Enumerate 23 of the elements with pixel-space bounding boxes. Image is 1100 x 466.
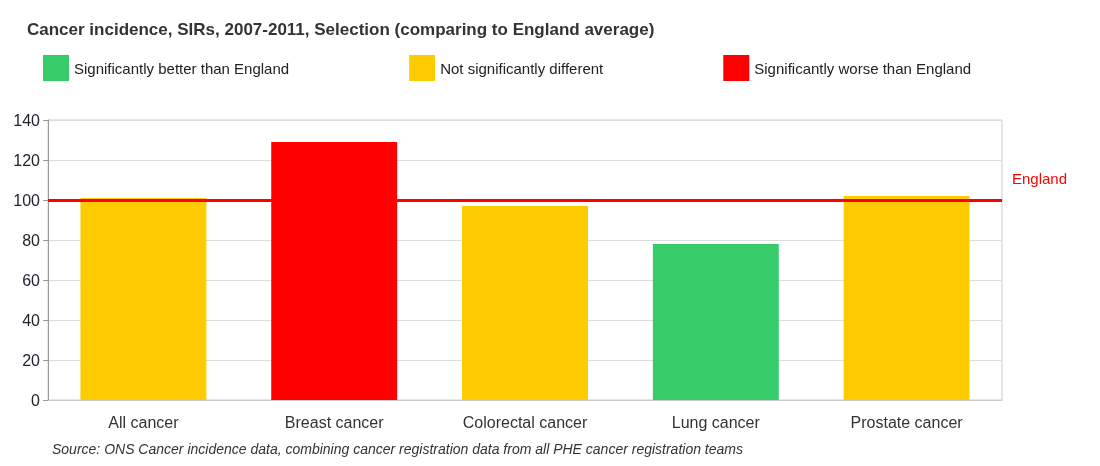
y-tick-label: 100 [13, 191, 41, 209]
legend-label: Not significantly different [440, 59, 605, 77]
y-tick-label: 140 [13, 111, 41, 129]
bar [652, 244, 779, 400]
x-tick-label: Prostate cancer [850, 413, 964, 431]
y-tick-label: 80 [22, 231, 41, 249]
x-tick-label: Breast cancer [284, 413, 385, 431]
legend-label: Significantly better than England [74, 59, 290, 77]
y-tick-label: 60 [22, 271, 41, 289]
y-tick-label: 40 [22, 311, 41, 329]
x-tick-label: All cancer [108, 413, 180, 431]
y-tick-label: 20 [22, 351, 41, 369]
y-tick-label: 0 [31, 391, 41, 409]
legend-label: Significantly worse than England [754, 59, 972, 77]
y-tick-label: 120 [13, 151, 41, 169]
ref-line-label: England [1012, 169, 1068, 187]
x-tick-label: Lung cancer [671, 413, 761, 431]
chart-title: Cancer incidence, SIRs, 2007-2011, Selection (comparing to England average) [27, 20, 655, 39]
x-tick-label: Colorectal cancer [462, 413, 588, 431]
bar [843, 196, 970, 400]
bar [80, 198, 207, 400]
source-note: Source: ONS Cancer incidence data, combining cancer registration data from all PHE cancer registration teams [52, 441, 743, 457]
bar [462, 206, 588, 400]
